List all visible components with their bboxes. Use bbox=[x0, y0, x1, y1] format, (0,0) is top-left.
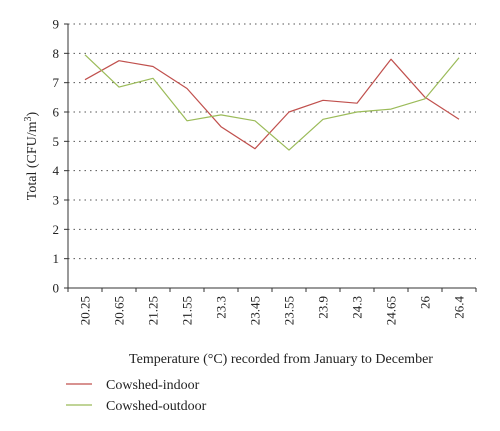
series-lines bbox=[84, 54, 460, 151]
x-tick-label: 23.3 bbox=[214, 296, 229, 319]
x-tick-label: 24.3 bbox=[350, 296, 365, 319]
y-tick-label: 6 bbox=[53, 105, 60, 120]
y-tick-label: 9 bbox=[53, 17, 60, 32]
y-tick-label: 0 bbox=[53, 281, 60, 296]
legend-label-outdoor: Cowshed-outdoor bbox=[106, 399, 207, 414]
y-tick-label: 1 bbox=[53, 251, 60, 266]
x-tick-label: 26 bbox=[418, 296, 433, 310]
y-tick-label: 7 bbox=[53, 75, 60, 90]
x-axis-title: Temperature (°C) recorded from January t… bbox=[129, 352, 433, 367]
y-axis-title-main: Total (CFU/m bbox=[25, 121, 40, 200]
axes bbox=[67, 24, 476, 289]
y-tick-label: 8 bbox=[53, 46, 60, 61]
x-tick-label: 21.25 bbox=[146, 296, 161, 325]
legend-item-outdoor: Cowshed-outdoor bbox=[66, 399, 207, 414]
x-tick-label: 24.65 bbox=[384, 296, 399, 325]
y-tick-labels: 0 1 2 3 4 5 6 7 8 9 bbox=[53, 17, 68, 296]
x-tick-label: 26.4 bbox=[452, 296, 467, 319]
x-tick-label: 23.55 bbox=[282, 296, 297, 325]
series-line-cowshed-outdoor bbox=[84, 54, 460, 151]
x-tick-label: 20.25 bbox=[78, 296, 93, 325]
x-tick-label: 20.65 bbox=[112, 296, 127, 325]
legend-label-indoor: Cowshed-indoor bbox=[106, 378, 200, 393]
y-axis-title: Total (CFU/m3) bbox=[23, 111, 40, 200]
y-tick-label: 5 bbox=[53, 134, 60, 149]
y-axis-title-superscript: 3 bbox=[23, 116, 34, 121]
y-tick-label: 4 bbox=[53, 163, 60, 178]
legend: Cowshed-indoor Cowshed-outdoor bbox=[66, 378, 207, 414]
y-tick-label: 2 bbox=[53, 222, 60, 237]
series-line-cowshed-indoor bbox=[84, 58, 460, 150]
gridlines bbox=[68, 23, 476, 260]
y-axis-title-close: ) bbox=[25, 111, 40, 116]
x-tick-label: 21.55 bbox=[180, 296, 195, 325]
y-tick-label: 3 bbox=[53, 193, 60, 208]
legend-item-indoor: Cowshed-indoor bbox=[66, 378, 200, 393]
x-tick-label: 23.9 bbox=[316, 296, 331, 319]
x-tick-labels: 20.25 20.65 21.25 21.55 23.3 23.45 23.55 23.9 24… bbox=[67, 288, 477, 325]
x-tick-label: 23.45 bbox=[248, 296, 263, 325]
